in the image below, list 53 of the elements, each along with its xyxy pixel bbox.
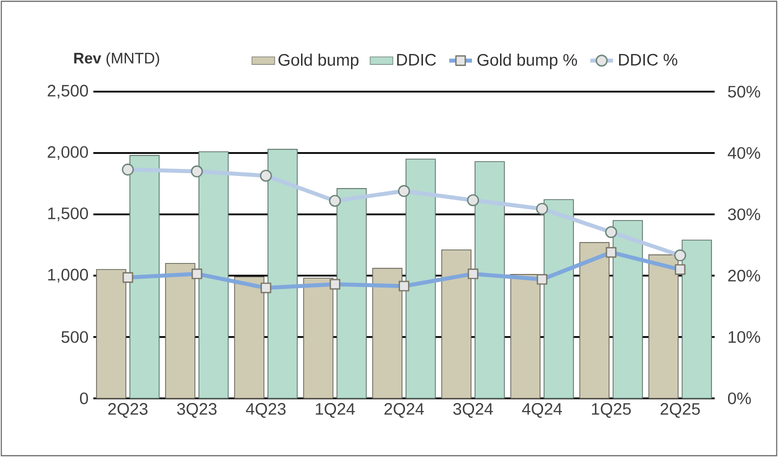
point <box>190 165 203 178</box>
point <box>605 226 618 238</box>
y-tick-label: 2,500 <box>48 84 88 99</box>
y2-tick-label: 30% <box>728 208 760 220</box>
x-tick-label: 1Q24 <box>316 403 355 418</box>
point <box>328 194 341 207</box>
x-tick-label: 3Q24 <box>453 403 493 418</box>
y2-tick-label: 20% <box>728 270 760 282</box>
bar <box>682 240 712 399</box>
y2-tick-label: 40% <box>728 147 760 159</box>
y-tick-label: 2,000 <box>48 146 88 160</box>
x-tick-label: 3Q23 <box>177 403 217 418</box>
legend-label: Gold bump % <box>477 54 578 70</box>
bar <box>96 269 126 399</box>
bar <box>474 161 505 399</box>
x-tick-label: 1Q25 <box>592 403 631 418</box>
y-tick-label: 0 <box>80 392 88 404</box>
x-tick-label: 2Q23 <box>108 403 148 418</box>
x-tick-label: 4Q24 <box>522 403 562 418</box>
x-tick-label: 2Q24 <box>384 403 424 418</box>
bar <box>303 278 334 399</box>
legend-label: Gold bump <box>278 54 358 70</box>
point <box>674 249 686 262</box>
bar <box>406 158 436 399</box>
x-tick-label: 4Q23 <box>246 403 286 418</box>
bar <box>579 242 610 399</box>
bar <box>372 268 402 399</box>
y2-tick-label: 50% <box>728 86 760 98</box>
x-tick-label: 2Q25 <box>660 403 700 418</box>
bar <box>165 263 196 399</box>
y-tick-label: 1,500 <box>48 207 88 222</box>
bar <box>234 276 264 399</box>
bar <box>544 199 574 399</box>
point <box>467 194 480 206</box>
bar <box>612 220 643 399</box>
y-tick-label: 500 <box>61 331 88 343</box>
legend-label: DDIC <box>397 54 436 66</box>
bar <box>441 250 472 399</box>
bar <box>268 148 298 399</box>
bar <box>129 155 160 399</box>
point <box>122 164 134 176</box>
point <box>536 202 548 215</box>
legend-label: DDIC % <box>619 54 678 66</box>
y-tick-label: 1,000 <box>48 268 88 283</box>
y2-tick-label: 0% <box>728 392 751 404</box>
y2-tick-label: 10% <box>728 331 760 343</box>
bar <box>198 151 229 399</box>
bar <box>648 254 679 399</box>
y-axis-title: Rev (MNTD) <box>74 52 160 67</box>
bar <box>510 274 540 399</box>
point <box>260 170 272 182</box>
bar <box>336 188 367 399</box>
point <box>398 185 410 198</box>
